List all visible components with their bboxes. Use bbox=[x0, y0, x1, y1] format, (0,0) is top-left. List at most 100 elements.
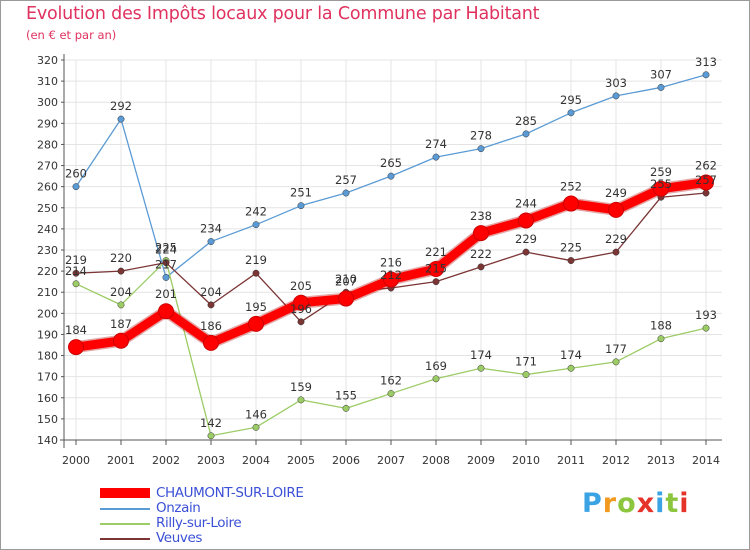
data-label-veuves: 219 bbox=[65, 253, 87, 267]
legend-swatch-bar bbox=[100, 508, 150, 510]
y-tick-label: 240 bbox=[37, 223, 58, 236]
data-label-rilly-sur-loire: 169 bbox=[425, 359, 447, 373]
data-point-rilly-sur-loire bbox=[432, 375, 440, 383]
x-tick-label: 2009 bbox=[467, 454, 495, 467]
data-point-chaumont-sur-loire bbox=[563, 195, 579, 212]
data-point-rilly-sur-loire bbox=[702, 324, 710, 332]
data-label-chaumont-sur-loire: 259 bbox=[650, 165, 672, 179]
data-label-chaumont-sur-loire: 205 bbox=[290, 279, 312, 293]
legend-swatch-onzain bbox=[100, 508, 150, 510]
x-tick-label: 2006 bbox=[332, 454, 360, 467]
data-point-onzain bbox=[702, 71, 710, 79]
data-label-veuves: 210 bbox=[335, 272, 357, 286]
data-label-onzain: 257 bbox=[335, 173, 357, 187]
data-label-rilly-sur-loire: 214 bbox=[65, 264, 87, 278]
data-label-veuves: 222 bbox=[470, 247, 492, 261]
legend-swatch-rilly bbox=[100, 523, 150, 525]
data-point-chaumont-sur-loire bbox=[608, 201, 624, 218]
data-point-onzain bbox=[432, 153, 440, 161]
legend-swatch-chaumont bbox=[100, 488, 150, 498]
logo-letter: o bbox=[617, 488, 637, 519]
data-label-veuves: 215 bbox=[425, 262, 447, 276]
data-point-onzain bbox=[477, 145, 485, 153]
x-tick-label: 2001 bbox=[107, 454, 135, 467]
data-label-onzain: 274 bbox=[425, 137, 447, 151]
legend-swatch-bar bbox=[100, 523, 150, 525]
data-point-onzain bbox=[612, 92, 620, 100]
x-tick-label: 2005 bbox=[287, 454, 315, 467]
y-tick-label: 270 bbox=[37, 160, 58, 173]
data-label-veuves: 229 bbox=[605, 232, 627, 246]
x-tick-labels: 2000 2001 2002 2003 2004 2005 2006 2007 2008 2009… bbox=[62, 454, 720, 467]
data-point-rilly-sur-loire bbox=[612, 358, 620, 366]
data-label-rilly-sur-loire: 225 bbox=[155, 241, 177, 255]
data-point-onzain bbox=[522, 130, 530, 138]
data-label-rilly-sur-loire: 188 bbox=[650, 319, 672, 333]
data-point-chaumont-sur-loire bbox=[473, 225, 489, 242]
data-label-chaumont-sur-loire: 207 bbox=[335, 275, 357, 289]
data-label-chaumont-sur-loire: 262 bbox=[695, 158, 717, 172]
x-tick-label: 2003 bbox=[197, 454, 225, 467]
data-point-veuves bbox=[252, 269, 260, 277]
data-label-rilly-sur-loire: 142 bbox=[200, 416, 222, 430]
data-point-chaumont-sur-loire bbox=[383, 271, 399, 288]
y-tick-label: 260 bbox=[37, 181, 58, 194]
data-point-chaumont-sur-loire bbox=[113, 332, 129, 349]
data-point-onzain bbox=[252, 221, 260, 229]
legend-label-veuves: Veuves bbox=[156, 530, 202, 546]
data-label-veuves: 224 bbox=[155, 243, 177, 257]
data-label-veuves: 229 bbox=[515, 232, 537, 246]
data-point-chaumont-sur-loire bbox=[338, 290, 354, 307]
data-label-chaumont-sur-loire: 186 bbox=[200, 319, 222, 333]
legend-item-rilly: Rilly-sur-Loire bbox=[100, 515, 360, 531]
data-point-rilly-sur-loire bbox=[72, 280, 80, 288]
x-tick-label: 2011 bbox=[557, 454, 585, 467]
logo-letter: i bbox=[679, 488, 690, 519]
legend-label-onzain: Onzain bbox=[156, 500, 201, 516]
legend-swatch-bar bbox=[100, 488, 150, 498]
legend-item-chaumont: CHAUMONT-SUR-LOIRE bbox=[100, 485, 360, 501]
data-point-rilly-sur-loire bbox=[207, 432, 215, 440]
legend-label-chaumont: CHAUMONT-SUR-LOIRE bbox=[156, 485, 304, 501]
legend-item-onzain: Onzain bbox=[100, 500, 360, 516]
data-point-onzain bbox=[162, 273, 170, 281]
data-point-chaumont-sur-loire bbox=[428, 261, 444, 277]
data-label-chaumont-sur-loire: 201 bbox=[155, 287, 177, 301]
chart-title: Evolution des Impôts locaux pour la Comm… bbox=[26, 4, 540, 24]
data-point-onzain bbox=[657, 83, 665, 91]
data-point-veuves bbox=[72, 269, 80, 277]
data-point-onzain bbox=[207, 238, 215, 246]
data-label-onzain: 278 bbox=[470, 129, 492, 143]
data-point-rilly-sur-loire bbox=[387, 390, 395, 398]
legend-label-rilly: Rilly-sur-Loire bbox=[156, 515, 242, 531]
data-point-onzain bbox=[342, 189, 350, 197]
data-point-veuves bbox=[477, 263, 485, 271]
data-point-chaumont-sur-loire bbox=[698, 174, 714, 191]
data-label-veuves: 225 bbox=[560, 241, 582, 255]
data-label-veuves: 220 bbox=[110, 251, 132, 265]
data-label-onzain: 217 bbox=[155, 257, 177, 271]
proxiti-logo: Proxiti bbox=[582, 488, 690, 519]
data-point-onzain bbox=[72, 183, 80, 191]
data-point-veuves bbox=[612, 248, 620, 256]
data-point-chaumont-sur-loire bbox=[68, 339, 84, 356]
y-tick-label: 220 bbox=[37, 265, 58, 278]
y-tick-label: 140 bbox=[37, 434, 58, 447]
data-label-onzain: 285 bbox=[515, 114, 537, 128]
data-label-onzain: 295 bbox=[560, 93, 582, 107]
data-label-chaumont-sur-loire: 216 bbox=[380, 256, 402, 270]
y-tick-label: 310 bbox=[37, 75, 58, 88]
logo-letter: P bbox=[582, 488, 603, 519]
data-labels: 260 292 217 234 242 251 257 265 274 278 285 295 303 3… bbox=[65, 55, 717, 430]
axes bbox=[60, 54, 722, 448]
data-label-veuves: 257 bbox=[695, 173, 717, 187]
data-label-chaumont-sur-loire: 195 bbox=[245, 300, 267, 314]
data-point-rilly-sur-loire bbox=[567, 364, 575, 372]
data-point-rilly-sur-loire bbox=[657, 335, 665, 343]
y-tick-label: 170 bbox=[37, 371, 58, 384]
y-tick-label: 190 bbox=[37, 328, 58, 341]
data-label-chaumont-sur-loire: 252 bbox=[560, 180, 582, 194]
data-point-onzain bbox=[117, 115, 125, 123]
legend-swatch-bar bbox=[100, 538, 150, 540]
logo-letter: t bbox=[665, 488, 680, 519]
